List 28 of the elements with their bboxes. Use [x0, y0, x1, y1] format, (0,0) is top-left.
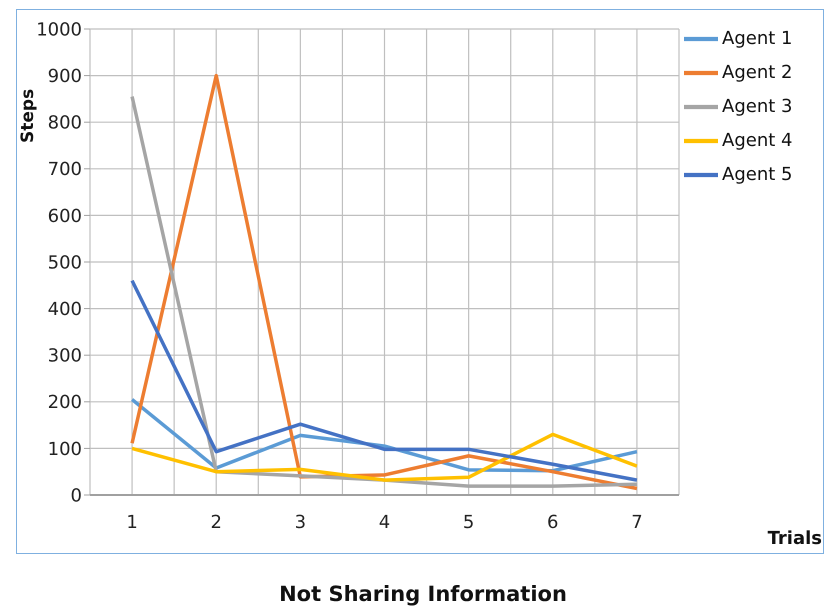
y-tick-label: 400: [48, 298, 82, 320]
y-tick-label: 1000: [36, 19, 82, 40]
x-tick-label: 2: [210, 512, 222, 533]
text: Not Sharing Information: [278, 582, 568, 606]
x-tick-label: 1: [126, 512, 138, 533]
legend-label: Agent 3: [722, 96, 792, 117]
line-series: [130, 278, 639, 482]
legend-label: Agent 1: [722, 28, 792, 49]
y-tick-label: 300: [48, 346, 82, 367]
x-tick-label: 7: [631, 512, 643, 533]
x-tick-label: 5: [462, 512, 474, 533]
y-tick-label: 200: [48, 392, 82, 414]
y-tick-label: 800: [48, 112, 82, 134]
y-tick-label: 600: [48, 206, 82, 227]
x-tick-label: 4: [378, 512, 390, 533]
y-tick-label: 900: [48, 66, 82, 87]
y-tick-label: 0: [70, 485, 82, 506]
y-tick-label: 700: [48, 159, 82, 180]
x-tick-label: 3: [294, 512, 306, 533]
y-axis-title: Steps: [18, 88, 38, 143]
y-tick-label: 500: [48, 252, 82, 274]
line-series: [130, 432, 639, 482]
x-tick-label: 6: [547, 512, 559, 533]
y-tick-label: 100: [48, 438, 82, 460]
legend-label: Agent 5: [722, 164, 792, 185]
legend-label: Agent 4: [722, 130, 792, 151]
x-axis-title: Trials: [768, 528, 822, 549]
legend-label: Agent 2: [722, 62, 792, 83]
